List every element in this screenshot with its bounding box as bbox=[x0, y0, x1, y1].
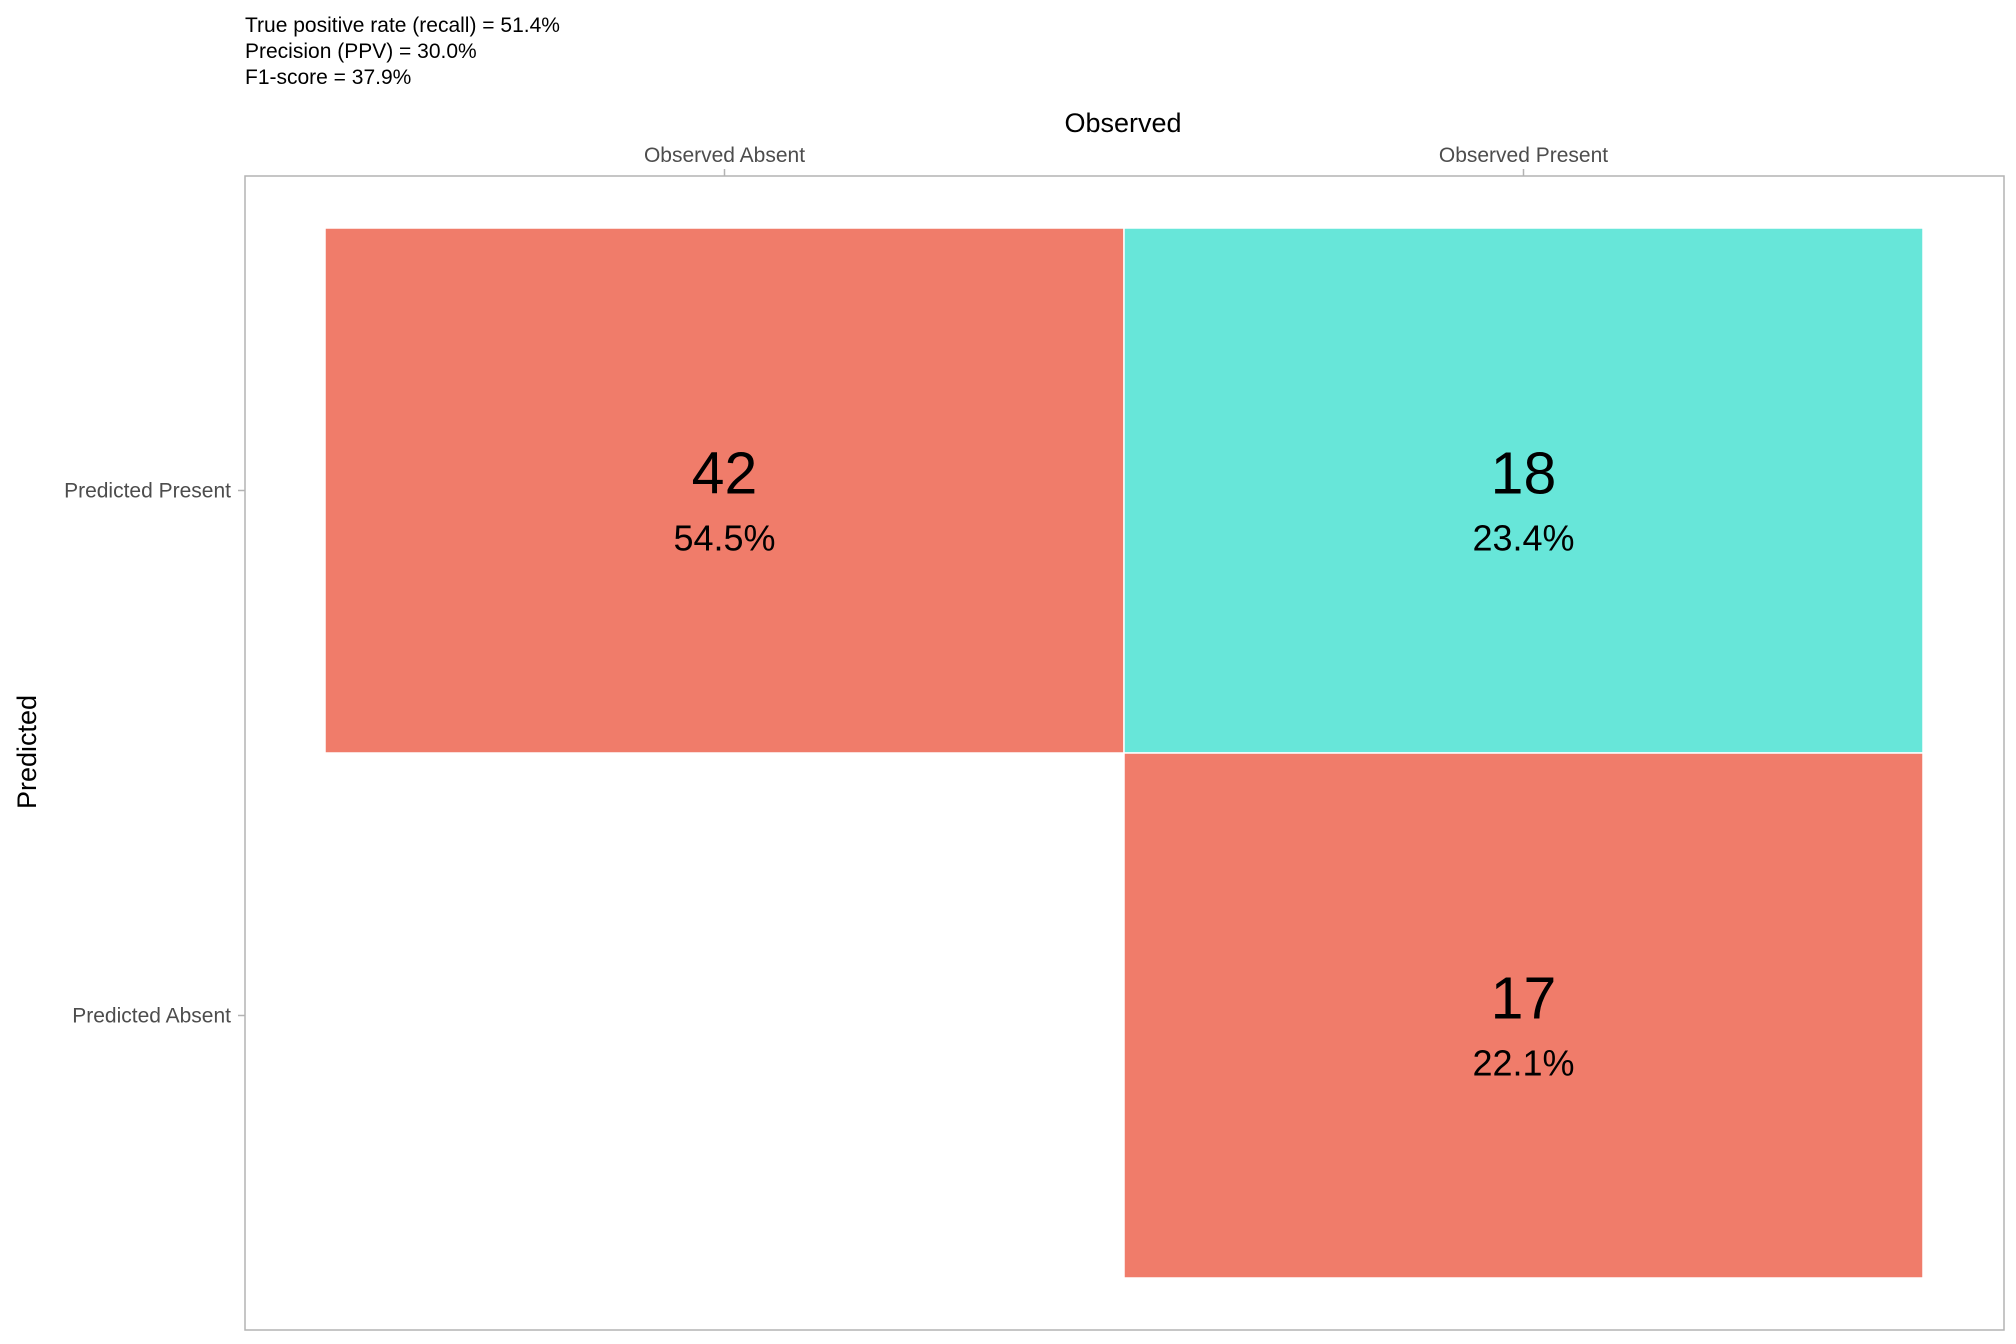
cell-percent-label: 23.4% bbox=[1472, 518, 1574, 559]
subtitle-f1: F1-score = 37.9% bbox=[245, 66, 411, 89]
cell-percent-label: 54.5% bbox=[673, 518, 775, 559]
cell-predicted-present-observed-present bbox=[1123, 227, 1924, 754]
cell-count-label: 42 bbox=[692, 441, 758, 507]
cell-predicted-absent-observed-present bbox=[1123, 752, 1924, 1279]
cell-percent-label: 22.1% bbox=[1472, 1043, 1574, 1084]
subtitle-recall: True positive rate (recall) = 51.4% bbox=[245, 14, 560, 37]
y-tick-label: Predicted Absent bbox=[72, 1005, 231, 1028]
heatmap-cells bbox=[324, 227, 1924, 1279]
x-tick-label: Observed Present bbox=[1439, 144, 1608, 167]
x-axis-title: Observed bbox=[1064, 108, 1181, 138]
subtitle-precision: Precision (PPV) = 30.0% bbox=[245, 40, 477, 63]
y-tick-label: Predicted Present bbox=[64, 480, 231, 503]
x-tick-label: Observed Absent bbox=[644, 144, 805, 167]
axis-ticks: Observed Absent Observed Present Predicted… bbox=[64, 144, 1608, 1028]
cell-count-label: 18 bbox=[1491, 441, 1557, 507]
cell-predicted-present-observed-absent bbox=[324, 227, 1125, 754]
y-axis-title: Predicted bbox=[12, 695, 42, 809]
cell-count-label: 17 bbox=[1491, 966, 1557, 1032]
cell-labels: 42 54.5% 18 23.4% 17 22.1% bbox=[673, 441, 1574, 1084]
plot-panel-border bbox=[244, 175, 2005, 1331]
chart-subtitle: True positive rate (recall) = 51.4% Prec… bbox=[245, 14, 560, 89]
